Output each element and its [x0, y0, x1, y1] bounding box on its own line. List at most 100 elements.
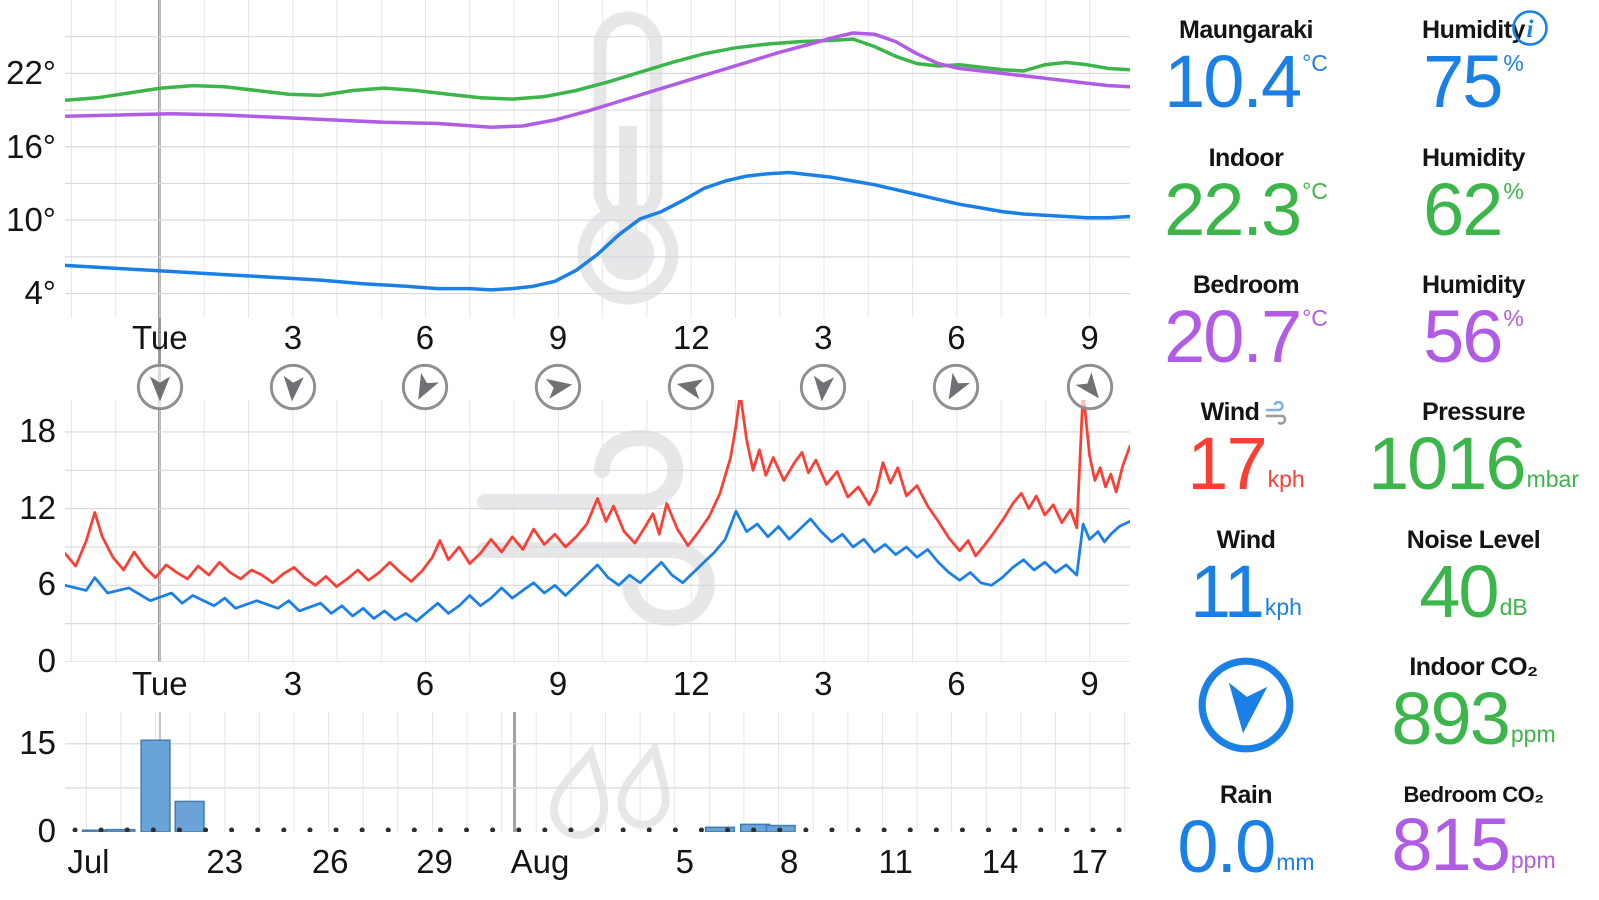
reading-bedroom-humidity[interactable]: Humidity 56%	[1352, 259, 1595, 386]
date-xtick: 23	[206, 843, 244, 880]
reading-pressure[interactable]: Pressure 1016mbar	[1352, 386, 1595, 513]
date-xtick: Aug	[510, 843, 570, 880]
reading-indoor-co2[interactable]: Indoor CO₂ 893ppm	[1352, 641, 1595, 768]
wind-direction-icon	[136, 363, 183, 411]
reading-value-block: 11kph	[1190, 554, 1302, 629]
reading-label: Bedroom	[1192, 271, 1300, 300]
reading-unit: %	[1503, 50, 1524, 77]
wind-watermark-icon	[477, 429, 715, 627]
info-button[interactable]: i	[1510, 8, 1550, 48]
reading-unit: %	[1503, 305, 1524, 332]
date-xtick: 11	[878, 843, 913, 880]
wind-xtick: 9	[1080, 665, 1099, 702]
temperature-chart[interactable]	[65, 0, 1130, 318]
wind-gust-icon	[1266, 400, 1287, 425]
reading-label: Wind	[1201, 398, 1292, 427]
raindrops-watermark-icon	[550, 744, 670, 839]
reading-unit: dB	[1499, 593, 1528, 620]
temp-xtick: 12	[672, 319, 710, 356]
temp-ytick: 4°	[24, 274, 56, 311]
reading-value-block: 17kph	[1187, 427, 1304, 501]
temp-xtick: 6	[947, 319, 966, 356]
wind-xtick: 3	[814, 665, 833, 702]
reading-unit: ppm	[1510, 847, 1556, 874]
reading-label: Pressure	[1421, 398, 1526, 427]
wind-direction-dial[interactable]	[1140, 641, 1352, 768]
wind-direction-icon	[534, 363, 582, 411]
wind-ytick: 0	[37, 642, 56, 679]
reading-value-block: 1016mbar	[1368, 427, 1579, 501]
reading-label: Noise Level	[1406, 525, 1541, 554]
temp-ytick: 22°	[6, 54, 56, 91]
reading-wind-speed[interactable]: Wind 11kph	[1140, 514, 1352, 641]
reading-bedroom-co2[interactable]: Bedroom CO₂ 815ppm	[1352, 769, 1595, 896]
temp-xaxis: Tue 3 6 9 12 3 6 9	[65, 319, 1130, 363]
reading-value: 56	[1423, 295, 1503, 379]
wind-xaxis: Tue 3 6 9 12 3 6 9	[65, 665, 1130, 709]
date-xtick: 5	[675, 843, 695, 880]
reading-label: Humidity	[1422, 271, 1525, 300]
reading-unit: mm	[1276, 848, 1315, 875]
reading-value-block: 56%	[1423, 300, 1524, 374]
wind-direction-icon	[401, 363, 449, 411]
wind-ytick: 18	[19, 412, 56, 449]
reading-label: Humidity	[1422, 143, 1525, 172]
reading-value: 40	[1419, 549, 1499, 633]
reading-value-block: 20.7°C	[1164, 300, 1328, 374]
reading-label: Indoor	[1208, 143, 1284, 172]
reading-outdoor-humidity[interactable]: Humidity 75%	[1352, 4, 1595, 131]
reading-value-block: 62%	[1423, 172, 1524, 247]
temp-xtick: Tue	[131, 319, 188, 356]
temp-xtick: 9	[1080, 319, 1099, 356]
reading-value: 75	[1423, 40, 1503, 124]
reading-bedroom-temp[interactable]: Bedroom 20.7°C	[1140, 259, 1352, 386]
reading-indoor-humidity[interactable]: Humidity 62%	[1352, 131, 1595, 258]
date-xtick: 17	[1071, 843, 1108, 880]
wind-direction-icon	[1066, 363, 1113, 411]
date-xtick: 26	[311, 843, 349, 880]
reading-label: Bedroom CO₂	[1403, 782, 1544, 808]
current-day-marker-line	[158, 0, 161, 662]
wind-ytick: 12	[19, 489, 56, 526]
thermometer-watermark-icon	[577, 11, 679, 305]
reading-label: Maungaraki	[1179, 16, 1313, 45]
temp-xtick: 3	[814, 319, 833, 356]
reading-value-block: 22.3°C	[1164, 172, 1328, 247]
reading-unit: %	[1503, 177, 1524, 204]
reading-indoor-temp[interactable]: Indoor 22.3°C	[1140, 131, 1352, 258]
reading-wind-gust[interactable]: Wind 17kph	[1140, 386, 1352, 513]
temp-xtick: 9	[548, 319, 568, 356]
reading-unit: °C	[1302, 50, 1328, 77]
info-icon: i	[1512, 10, 1548, 46]
reading-unit: ppm	[1510, 721, 1556, 748]
date-xtick: 29	[416, 843, 453, 880]
rain-chart[interactable]	[65, 712, 1130, 839]
reading-unit: °C	[1302, 177, 1328, 204]
wind-direction-icon	[800, 363, 847, 411]
wind-xtick: 9	[548, 665, 568, 702]
temp-xtick: 3	[283, 319, 303, 356]
wind-ytick: 6	[37, 565, 56, 602]
temp-ytick: 10°	[6, 201, 56, 238]
wind-direction-icon	[933, 363, 980, 411]
reading-unit: mbar	[1526, 466, 1580, 493]
reading-noise[interactable]: Noise Level 40dB	[1352, 514, 1595, 641]
wind-direction-dial-icon	[1198, 657, 1294, 753]
reading-value: 22.3	[1164, 167, 1302, 251]
wind-xtick: 3	[283, 665, 303, 702]
reading-label: Indoor CO₂	[1409, 653, 1538, 682]
reading-value: 1016	[1367, 422, 1527, 506]
reading-value: 893	[1391, 677, 1510, 761]
wind-xtick: 12	[672, 665, 710, 702]
wind-xtick: Tue	[131, 665, 188, 702]
reading-value-block: 40dB	[1419, 554, 1528, 629]
reading-outdoor-temp[interactable]: Maungaraki 10.4°C	[1140, 4, 1352, 131]
reading-unit: kph	[1267, 466, 1305, 493]
readings-panel: Maungaraki 10.4°C Humidity 75% Indoor 22…	[1140, 4, 1595, 896]
reading-rain[interactable]: Rain 0.0mm	[1140, 769, 1352, 896]
date-xaxis: Jul 23 26 29 Aug 5 8 11 14 17	[65, 843, 1130, 887]
wind-chart[interactable]	[65, 400, 1130, 662]
reading-value-block: 893ppm	[1391, 682, 1555, 756]
temp-ytick: 16°	[6, 128, 56, 165]
